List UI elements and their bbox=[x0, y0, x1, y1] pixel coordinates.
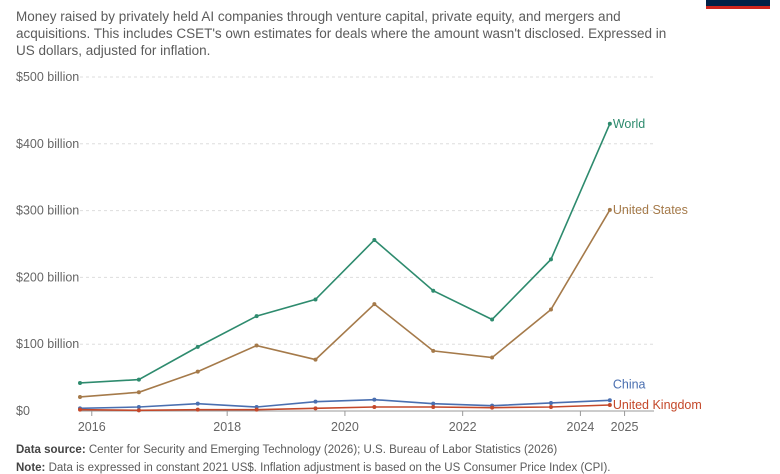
y-tick-label: $100 billion bbox=[16, 337, 79, 351]
y-axis-ticks: $0 $100 billion $200 billion $300 billion $4… bbox=[16, 70, 79, 418]
x-tick-label: 2025 bbox=[611, 420, 639, 434]
data-point-world bbox=[313, 297, 318, 302]
data-point-united-kingdom bbox=[313, 406, 318, 411]
y-tick-label: $500 billion bbox=[16, 70, 79, 84]
series-line-united-states bbox=[79, 209, 611, 398]
data-point-united-states bbox=[431, 348, 436, 353]
data-point-world bbox=[431, 288, 436, 293]
series-label-china: China bbox=[613, 377, 646, 391]
y-tick-label: $0 bbox=[16, 404, 30, 418]
data-point-united-states bbox=[254, 343, 259, 348]
line-chart: $0 $100 billion $200 billion $300 billion $4… bbox=[16, 70, 702, 434]
x-axis-ticks: 2016 2018 2020 2022 2024 2025 bbox=[78, 411, 639, 434]
grid-lines bbox=[80, 76, 654, 412]
data-point-united-kingdom bbox=[431, 404, 436, 409]
data-point-world bbox=[490, 317, 495, 322]
x-tick-label: 2024 bbox=[567, 420, 595, 434]
data-point-world bbox=[195, 344, 200, 349]
data-point-united-states bbox=[136, 390, 141, 395]
y-tick-label: $200 billion bbox=[16, 270, 79, 284]
data-source-text: Center for Security and Emerging Technol… bbox=[88, 444, 558, 456]
x-tick-label: 2022 bbox=[449, 420, 477, 434]
data-point-united-kingdom bbox=[372, 404, 377, 409]
series-lines bbox=[78, 121, 612, 413]
data-point-united-kingdom bbox=[195, 407, 200, 412]
y-tick-label: $300 billion bbox=[16, 204, 79, 218]
data-point-china bbox=[313, 399, 318, 404]
data-point-united-kingdom bbox=[490, 405, 495, 410]
x-tick-label: 2016 bbox=[78, 420, 106, 434]
data-point-world bbox=[78, 380, 82, 385]
data-point-china bbox=[607, 398, 612, 403]
data-point-world bbox=[372, 237, 377, 242]
data-point-united-kingdom bbox=[78, 407, 82, 412]
data-source: Data source: Center for Security and Eme… bbox=[16, 444, 557, 456]
data-point-china bbox=[136, 404, 141, 409]
series-line-china bbox=[79, 398, 610, 410]
logo-strip bbox=[706, 0, 770, 9]
data-point-united-states bbox=[548, 307, 553, 312]
data-point-world bbox=[254, 314, 259, 319]
data-point-world bbox=[548, 257, 553, 262]
series-line-united-kingdom bbox=[79, 404, 610, 412]
data-source-label: Data source: bbox=[16, 444, 86, 456]
x-tick-label: 2020 bbox=[331, 420, 359, 434]
data-point-united-states bbox=[313, 357, 318, 362]
data-point-china bbox=[431, 401, 436, 406]
series-label-united-kingdom: United Kingdom bbox=[613, 398, 702, 412]
data-point-china bbox=[548, 400, 553, 405]
data-point-world bbox=[607, 121, 612, 126]
y-tick-label: $400 billion bbox=[16, 137, 79, 151]
data-point-united-states bbox=[78, 394, 82, 399]
data-point-united-kingdom bbox=[136, 408, 141, 413]
series-label-united-states: United States bbox=[613, 203, 688, 217]
data-point-china bbox=[195, 401, 200, 406]
series-label-world: World bbox=[613, 117, 645, 131]
note-text: Data is expressed in constant 2021 US$. … bbox=[48, 462, 611, 474]
data-point-china bbox=[372, 397, 377, 402]
data-point-united-states bbox=[490, 355, 495, 360]
data-point-world bbox=[136, 377, 141, 382]
data-point-united-states bbox=[372, 302, 377, 307]
data-point-united-kingdom bbox=[254, 407, 259, 412]
data-point-united-states bbox=[195, 369, 200, 374]
chart-subtitle: Money raised by privately held AI compan… bbox=[16, 9, 667, 58]
series-labels: World United States China United Kingdom bbox=[613, 117, 702, 412]
data-point-united-kingdom bbox=[548, 404, 553, 409]
chart-note: Note: Data is expressed in constant 2021… bbox=[16, 462, 610, 474]
data-point-united-kingdom bbox=[607, 402, 612, 407]
x-tick-label: 2018 bbox=[213, 420, 241, 434]
data-point-united-states bbox=[607, 207, 612, 212]
series-line-world bbox=[79, 123, 611, 384]
note-label: Note: bbox=[16, 462, 46, 474]
